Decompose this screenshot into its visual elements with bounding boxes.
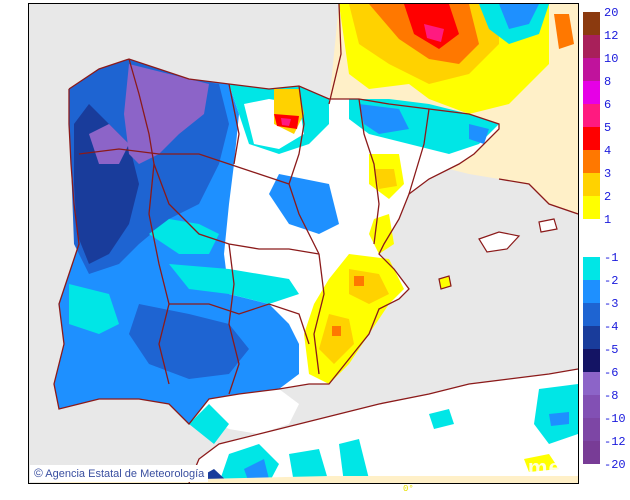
legend-swatch [583, 35, 600, 58]
legend-label: -5 [604, 343, 619, 357]
legend-label: -4 [604, 320, 619, 334]
legend-label: -6 [604, 366, 619, 380]
legend-swatch [583, 395, 600, 418]
legend-swatch [583, 441, 600, 464]
legend-label: 6 [604, 98, 612, 112]
legend-swatch [583, 173, 600, 196]
legend-label: -2 [604, 274, 619, 288]
legend-swatch [583, 12, 600, 35]
copyright-icon: © [34, 466, 43, 480]
legend-label: 4 [604, 144, 612, 158]
legend-label: 20 [604, 6, 619, 20]
legend-label: -10 [604, 412, 626, 426]
legend-swatch [583, 280, 600, 303]
legend-label: -3 [604, 297, 619, 311]
legend-label: -1 [604, 251, 619, 265]
legend-swatch [583, 196, 600, 219]
legend-swatch [583, 58, 600, 81]
legend-swatch [583, 150, 600, 173]
legend-label: 8 [604, 75, 612, 89]
legend-label: -20 [604, 458, 626, 472]
legend-label: 3 [604, 167, 612, 181]
anomaly-map: © Agencia Estatal de Meteorología aemet [28, 3, 579, 484]
legend-label: -12 [604, 435, 626, 449]
credit-text: Agencia Estatal de Meteorología [45, 468, 205, 480]
legend-swatch [583, 104, 600, 127]
legend-swatch [583, 418, 600, 441]
legend-label: 10 [604, 52, 619, 66]
legend-label: 2 [604, 190, 612, 204]
legend-swatch [583, 349, 600, 372]
legend-swatch [583, 303, 600, 326]
legend-swatch [583, 127, 600, 150]
legend-swatch [583, 326, 600, 349]
legend-swatch [583, 81, 600, 104]
legend-swatch [583, 372, 600, 395]
legend-label: 5 [604, 121, 612, 135]
legend-label: 1 [604, 213, 612, 227]
credit-label: © Agencia Estatal de Meteorología [30, 465, 209, 482]
aemet-watermark: aemet [501, 455, 570, 480]
legend-label: -8 [604, 389, 619, 403]
map-graphic [29, 4, 578, 483]
longitude-label: 0° [403, 484, 414, 494]
legend-swatch [583, 257, 600, 280]
legend-label: 12 [604, 29, 619, 43]
